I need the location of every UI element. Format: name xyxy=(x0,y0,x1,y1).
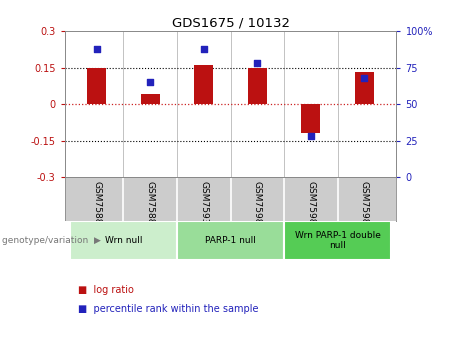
Bar xyxy=(248,68,266,104)
Bar xyxy=(70,221,177,260)
Bar xyxy=(87,68,106,104)
Text: GSM75986: GSM75986 xyxy=(306,180,315,230)
Title: GDS1675 / 10132: GDS1675 / 10132 xyxy=(171,17,290,30)
Point xyxy=(254,60,261,66)
Bar xyxy=(195,65,213,104)
Bar xyxy=(355,72,374,104)
Text: PARP-1 null: PARP-1 null xyxy=(205,236,256,245)
Text: genotype/variation  ▶: genotype/variation ▶ xyxy=(2,236,101,245)
Point xyxy=(361,75,368,80)
Text: ■  percentile rank within the sample: ■ percentile rank within the sample xyxy=(78,304,259,314)
Bar xyxy=(284,221,391,260)
Bar xyxy=(141,94,160,104)
Text: GSM75987: GSM75987 xyxy=(360,180,369,230)
Point xyxy=(147,79,154,85)
Point xyxy=(93,46,100,51)
Text: GSM75985: GSM75985 xyxy=(253,180,262,230)
Text: GSM75886: GSM75886 xyxy=(146,180,155,230)
Text: Wrn null: Wrn null xyxy=(105,236,142,245)
Text: ■  log ratio: ■ log ratio xyxy=(78,285,134,295)
Bar xyxy=(177,221,284,260)
Text: GSM75885: GSM75885 xyxy=(92,180,101,230)
Bar xyxy=(301,104,320,133)
Text: GSM75931: GSM75931 xyxy=(199,180,208,230)
Point xyxy=(200,46,207,51)
Point xyxy=(307,134,314,139)
Text: Wrn PARP-1 double
null: Wrn PARP-1 double null xyxy=(295,231,380,250)
